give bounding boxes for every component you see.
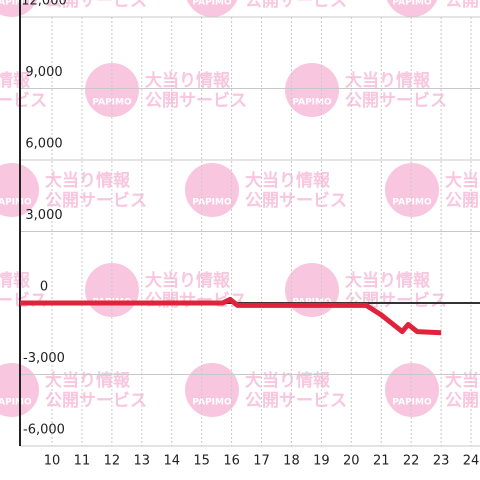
x-tick-label: 16: [223, 454, 240, 469]
y-tick-label: 0: [40, 280, 48, 295]
watermark-text: 大当り情報: [0, 70, 31, 91]
watermark-logo-text: PAPIMO: [0, 398, 32, 408]
x-tick-label: 15: [193, 454, 210, 469]
watermark-text: 公開サービス: [245, 0, 347, 11]
x-tick-label: 22: [403, 454, 420, 469]
watermark-logo: [185, 163, 239, 217]
x-tick-label: 13: [134, 454, 151, 469]
watermark-logo-text: PAPIMO: [192, 0, 232, 8]
x-tick-label: 18: [283, 454, 300, 469]
x-tick-label: 24: [463, 454, 480, 469]
watermark-logo: [285, 263, 339, 317]
y-tick-label: 12,000: [21, 0, 67, 9]
watermark-text: 公開サービス: [245, 391, 347, 411]
line: [20, 296, 442, 336]
watermark-text: 大当り情報: [0, 270, 31, 291]
watermark-logo-text: PAPIMO: [392, 198, 432, 208]
x-tick-label: 17: [253, 454, 270, 469]
watermark-text: 大当り情報: [145, 270, 231, 291]
y-tick-label: 6,000: [25, 137, 62, 152]
x-tick-label: 10: [44, 454, 61, 469]
watermark-text: 公開サービス: [145, 91, 247, 111]
watermark-logo-text: PAPIMO: [0, 0, 32, 8]
watermark-text: 大当り情報: [445, 370, 480, 391]
x-tick-label: 19: [313, 454, 330, 469]
watermark-text: 大当り情報: [45, 170, 131, 191]
watermark-text: 公開サービス: [445, 191, 480, 211]
watermark-logo-text: PAPIMO: [392, 398, 432, 408]
watermark-logo: [386, 0, 438, 17]
y-tick-label: 3,000: [25, 208, 62, 223]
watermark-logo-text: PAPIMO: [0, 198, 32, 208]
watermark-text: 公開サービス: [345, 91, 447, 111]
watermark-text: 公開サービス: [245, 191, 347, 211]
watermark-logo-text: PAPIMO: [192, 398, 232, 408]
watermark-logo-text: PAPIMO: [392, 0, 432, 8]
watermark-logo: [186, 0, 238, 17]
watermark-logo: [285, 63, 339, 117]
x-tick-label: 11: [74, 454, 91, 469]
watermark-text: 公開サービス: [445, 391, 480, 411]
watermark-logo: [0, 0, 38, 17]
x-tick-label: 12: [104, 454, 121, 469]
watermark-text: 公開サービス: [345, 291, 447, 311]
watermark-text: 公開サービス: [45, 391, 147, 411]
watermark-logo: [385, 363, 439, 417]
watermark-text: 公開サービス: [45, 0, 147, 11]
watermark-logo-text: PAPIMO: [192, 198, 232, 208]
watermark-text: 公開サービス: [445, 0, 480, 11]
watermark-text: 公開サービス: [45, 191, 147, 211]
watermark-logo: [385, 163, 439, 217]
watermark-logo: [185, 363, 239, 417]
watermark-text: 大当り情報: [245, 370, 331, 391]
watermark-text: 公開サービス: [0, 91, 47, 111]
y-tick-label: -6,000: [23, 423, 65, 438]
x-tick-label: 21: [373, 454, 390, 469]
watermark-text: 大当り情報: [45, 370, 131, 391]
watermark-text: 大当り情報: [445, 170, 480, 191]
y-tick-label: 9,000: [25, 65, 62, 80]
watermark-logo-text: PAPIMO: [292, 98, 332, 108]
watermark-text: 大当り情報: [245, 170, 331, 191]
x-tick-label: 20: [343, 454, 360, 469]
x-tick-label: 14: [163, 454, 180, 469]
watermark-text: 大当り情報: [345, 70, 431, 91]
x-tick-label: 23: [433, 454, 450, 469]
y-tick-label: -3,000: [23, 351, 65, 366]
watermark-text: 大当り情報: [345, 270, 431, 291]
watermark-text: 大当り情報: [145, 70, 231, 91]
